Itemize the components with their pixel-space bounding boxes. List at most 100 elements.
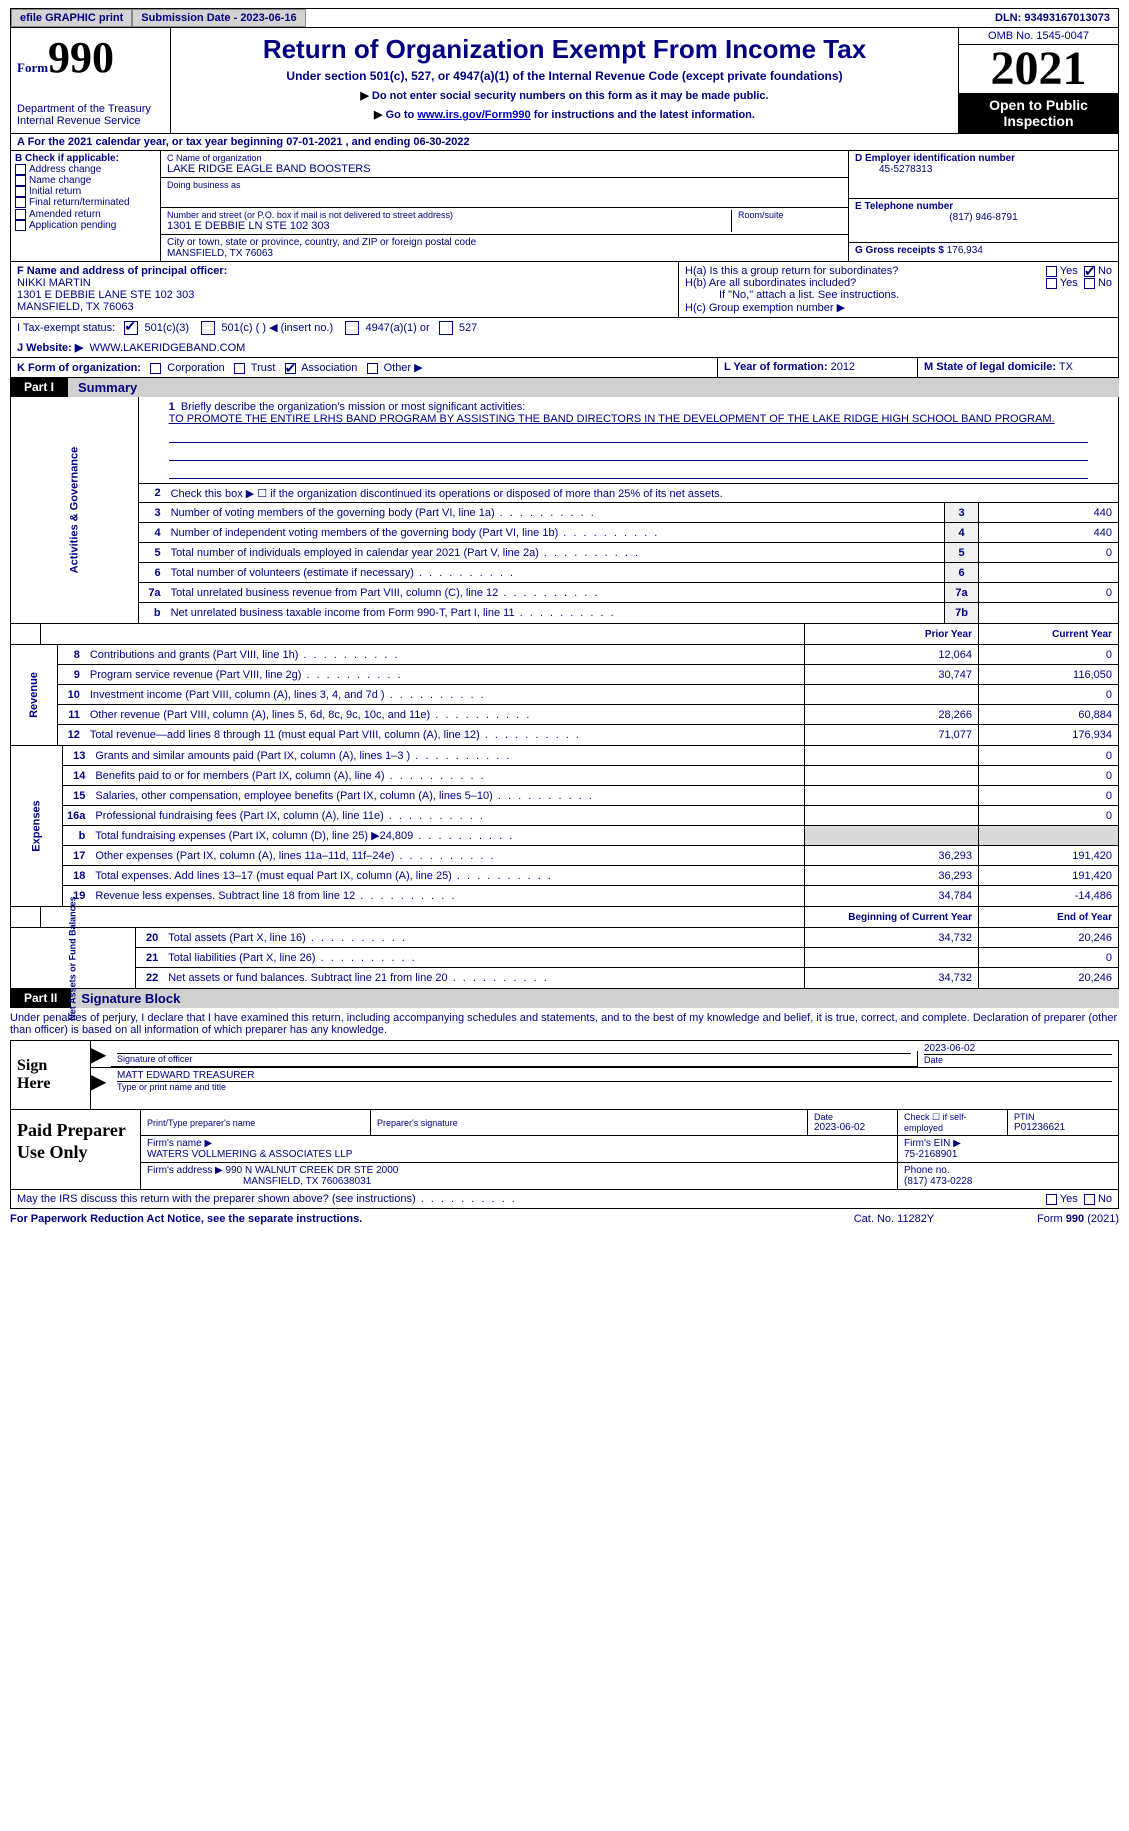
sig-officer-label: Signature of officer <box>117 1053 911 1064</box>
form-990-page: efile GRAPHIC print Submission Date - 20… <box>0 0 1129 1249</box>
line-current: 0 <box>978 786 1118 805</box>
line-2: 2 Check this box ▶ ☐ if the organization… <box>139 483 1118 503</box>
cb-4947[interactable]: 4947(a)(1) or <box>345 322 429 334</box>
header-right: OMB No. 1545-0047 2021 Open to Public In… <box>958 28 1118 133</box>
cb-527[interactable]: 527 <box>439 322 477 334</box>
paid-preparer-label: Paid Preparer Use Only <box>11 1110 141 1189</box>
line-prior: 12,064 <box>804 645 978 664</box>
line-current: 20,246 <box>978 928 1118 947</box>
line-prior <box>804 948 978 967</box>
hb-yes[interactable]: Yes <box>1046 277 1078 289</box>
line-prior <box>804 826 978 845</box>
cb-assoc[interactable]: Association <box>285 362 358 374</box>
summary-line: 6 Total number of volunteers (estimate i… <box>139 563 1118 583</box>
line-current: 0 <box>978 948 1118 967</box>
mission-rule <box>169 447 1088 461</box>
prep-sig-hdr: Preparer's signature <box>377 1118 801 1128</box>
efile-print-button[interactable]: efile GRAPHIC print <box>11 9 132 27</box>
firm-phone-value: (817) 473-0228 <box>904 1176 1112 1187</box>
part-1-header: Part I Summary <box>10 378 1119 397</box>
col-b-checkboxes: B Check if applicable: Address change Na… <box>11 151 161 261</box>
cell-street: Number and street (or P.O. box if mail i… <box>161 208 848 235</box>
ha-yes[interactable]: Yes <box>1046 265 1078 277</box>
line-prior <box>804 766 978 785</box>
street-value: 1301 E DEBBIE LN STE 102 303 <box>167 220 731 232</box>
prep-date-hdr: Date <box>814 1112 891 1122</box>
summary-line: 5 Total number of individuals employed i… <box>139 543 1118 563</box>
line-current: 0 <box>978 645 1118 664</box>
prep-ptin-hdr: PTIN <box>1014 1112 1112 1122</box>
line-value: 440 <box>978 503 1118 522</box>
line-current: -14,486 <box>978 886 1118 906</box>
line-current: 191,420 <box>978 846 1118 865</box>
line-text: Investment income (Part VIII, column (A)… <box>86 687 804 703</box>
paid-preparer-block: Paid Preparer Use Only Print/Type prepar… <box>10 1110 1119 1190</box>
net-lines: 20 Total assets (Part X, line 16) 34,732… <box>136 928 1118 988</box>
row-klm: K Form of organization: Corporation Trus… <box>10 358 1119 378</box>
summary-col-headers: Prior Year Current Year <box>11 624 1118 645</box>
dept-label: Department of the Treasury Internal Reve… <box>17 103 164 127</box>
line-box: 7b <box>944 603 978 623</box>
sign-here-label: Sign Here <box>11 1041 91 1109</box>
footer-formno: Form 990 (2021) <box>969 1213 1119 1225</box>
cb-501c[interactable]: 501(c) ( ) ◀ (insert no.) <box>201 322 333 334</box>
cb-other[interactable]: Other ▶ <box>367 362 423 374</box>
sig-row-officer: ▶ Signature of officer 2023-06-02 Date <box>91 1041 1118 1068</box>
line-box: 7a <box>944 583 978 602</box>
part-2-title: Signature Block <box>71 989 1119 1008</box>
expenses-lines: 13 Grants and similar amounts paid (Part… <box>63 746 1118 906</box>
cb-initial-return[interactable]: Initial return <box>15 186 156 197</box>
discuss-yes[interactable]: Yes <box>1046 1193 1078 1205</box>
form-subtitle: Under section 501(c), 527, or 4947(a)(1)… <box>179 69 950 83</box>
open-inspection-badge: Open to Public Inspection <box>959 93 1118 133</box>
line-prior <box>804 746 978 765</box>
cb-address-change[interactable]: Address change <box>15 164 156 175</box>
cb-final-return[interactable]: Final return/terminated <box>15 197 156 208</box>
cb-trust[interactable]: Trust <box>234 362 276 374</box>
prep-row-3: Firm's address ▶ 990 N WALNUT CREEK DR S… <box>141 1163 1118 1189</box>
hb-no[interactable]: No <box>1084 277 1112 289</box>
top-bar: efile GRAPHIC print Submission Date - 20… <box>10 8 1119 28</box>
line-1-mission: 1 Briefly describe the organization's mi… <box>139 397 1118 483</box>
row-l-value: 2012 <box>831 361 855 373</box>
ha-no[interactable]: No <box>1084 265 1112 277</box>
cell-ein: D Employer identification number 45-5278… <box>849 151 1118 199</box>
cb-501c3[interactable]: 501(c)(3) <box>124 322 189 334</box>
sidebar-expenses: Expenses <box>11 746 63 906</box>
part-2-header: Part II Signature Block <box>10 989 1119 1008</box>
irs-link[interactable]: www.irs.gov/Form990 <box>417 109 530 121</box>
summary-line: 4 Number of independent voting members o… <box>139 523 1118 543</box>
line-text: Benefits paid to or for members (Part IX… <box>91 768 804 784</box>
summary-line: 16a Professional fundraising fees (Part … <box>63 806 1118 826</box>
firm-addr-v1: 990 N WALNUT CREEK DR STE 2000 <box>226 1165 399 1176</box>
line-box: 4 <box>944 523 978 542</box>
row-a-tax-year: A For the 2021 calendar year, or tax yea… <box>10 134 1119 151</box>
line-current: 0 <box>978 766 1118 785</box>
row-l-label: L Year of formation: <box>724 361 828 373</box>
prep-date-val: 2023-06-02 <box>814 1122 891 1133</box>
line-prior <box>804 685 978 704</box>
summary-table: Activities & Governance 1 Briefly descri… <box>10 397 1119 989</box>
submission-date-button[interactable]: Submission Date - 2023-06-16 <box>132 9 305 27</box>
form-label-big: 990 <box>48 33 114 82</box>
line-text: Total unrelated business revenue from Pa… <box>167 585 944 601</box>
summary-revenue: Revenue 8 Contributions and grants (Part… <box>11 645 1118 746</box>
row-k: K Form of organization: Corporation Trus… <box>11 358 718 377</box>
line-text: Total fundraising expenses (Part IX, col… <box>91 827 804 844</box>
org-name-label: C Name of organization <box>167 153 842 163</box>
cb-application-pending[interactable]: Application pending <box>15 220 156 231</box>
discuss-no[interactable]: No <box>1084 1193 1112 1205</box>
street-label: Number and street (or P.O. box if mail i… <box>167 210 731 220</box>
line-text: Salaries, other compensation, employee b… <box>91 788 804 804</box>
sidebar-governance: Activities & Governance <box>11 397 139 623</box>
summary-line: 13 Grants and similar amounts paid (Part… <box>63 746 1118 766</box>
line-value <box>978 603 1118 623</box>
line-prior: 30,747 <box>804 665 978 684</box>
col-prior-header: Prior Year <box>804 624 978 644</box>
summary-line: 7a Total unrelated business revenue from… <box>139 583 1118 603</box>
cb-amended-return[interactable]: Amended return <box>15 209 156 220</box>
cb-name-change[interactable]: Name change <box>15 175 156 186</box>
row-m-label: M State of legal domicile: <box>924 361 1056 373</box>
header-center: Return of Organization Exempt From Incom… <box>171 28 958 133</box>
cb-corp[interactable]: Corporation <box>150 362 225 374</box>
